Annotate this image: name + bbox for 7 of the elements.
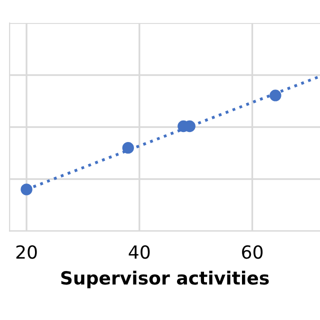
point <box>20 184 32 196</box>
point <box>270 90 282 102</box>
point <box>122 142 134 154</box>
x-tick-label: 40 <box>128 245 150 259</box>
x-tick-label: 60 <box>242 245 263 259</box>
x-axis-title: Supervisor activities <box>61 270 269 288</box>
x-tick-label: 20 <box>16 245 37 259</box>
